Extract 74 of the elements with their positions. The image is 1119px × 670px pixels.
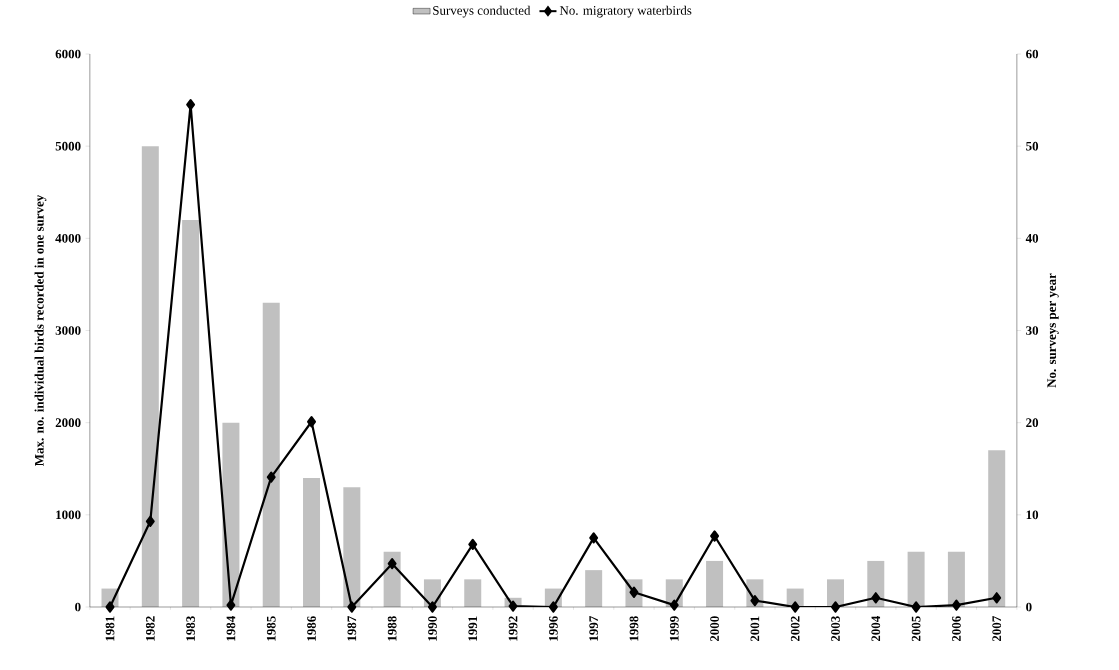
- point: [266, 471, 276, 483]
- x-tick-label: 1982: [145, 616, 155, 641]
- point: [145, 515, 155, 527]
- point: [508, 600, 518, 612]
- x-tick-label: 1988: [387, 616, 397, 641]
- point: [468, 538, 478, 550]
- y2-tick-label: 60: [1026, 49, 1039, 59]
- x-tick-label: 2002: [790, 616, 800, 642]
- y2-tick-label: 50: [1026, 141, 1039, 151]
- x-tick-label: 2006: [952, 616, 961, 642]
- y-tick-label: 2000: [55, 418, 81, 428]
- bar: [585, 570, 603, 607]
- y-tick-label: 4000: [55, 233, 81, 243]
- x-tick-label: 1990: [428, 616, 437, 641]
- x-tick-label: 2004: [871, 616, 881, 642]
- y2-axis-title: No. surveys per year: [1047, 273, 1059, 388]
- point: [951, 599, 961, 611]
- x-tick-label: 1999: [669, 616, 679, 641]
- bar: [988, 450, 1006, 607]
- point: [911, 601, 921, 613]
- bar: [303, 477, 321, 607]
- point: [831, 601, 840, 613]
- x-tick-label: 2007: [992, 616, 1002, 642]
- point: [548, 601, 558, 613]
- x-tick-label: 1981: [105, 616, 115, 641]
- point: [992, 592, 1002, 604]
- y-tick-label: 3000: [55, 326, 81, 335]
- bar: [262, 302, 280, 607]
- y-tick-label: 0: [75, 602, 81, 612]
- x-tick-label: 1997: [589, 616, 599, 641]
- bar: [826, 579, 844, 607]
- x-tick-label: 2001: [750, 616, 760, 642]
- y-tick-label: 5000: [55, 141, 81, 151]
- y-axis-title: Max. no. individual birds recorded in one survey: [34, 194, 47, 466]
- point: [387, 558, 397, 570]
- point: [347, 601, 357, 613]
- legend-label: Surveys conducted: [433, 5, 531, 18]
- x-tick-label: 1996: [549, 616, 558, 641]
- point: [710, 530, 720, 542]
- y2-tick-label: 30: [1026, 326, 1039, 335]
- bar: [706, 560, 724, 607]
- x-tick-label: 1998: [629, 616, 639, 641]
- bar: [464, 579, 482, 607]
- point: [669, 599, 679, 611]
- y2-tick-label: 20: [1026, 418, 1039, 428]
- x-tick-label: 1991: [468, 616, 478, 641]
- y-tick-label: 6000: [55, 49, 81, 59]
- x-tick-label: 2005: [911, 616, 921, 642]
- point: [790, 601, 800, 613]
- y2-tick-label: 10: [1026, 510, 1039, 520]
- x-tick-label: 1987: [347, 616, 357, 641]
- point: [307, 416, 316, 428]
- bar: [141, 146, 159, 607]
- bar: [907, 551, 925, 607]
- x-tick-label: 1986: [307, 616, 316, 641]
- point: [105, 601, 115, 613]
- bar: [343, 487, 361, 607]
- y2-tick-label: 0: [1026, 602, 1032, 612]
- point: [226, 599, 236, 611]
- point: [589, 532, 599, 544]
- bar: [182, 219, 200, 607]
- x-tick-label: 1992: [508, 616, 518, 641]
- y2-tick-label: 40: [1025, 233, 1039, 243]
- x-tick-label: 1983: [186, 616, 195, 641]
- legend-label: No. migratory waterbirds: [559, 5, 692, 18]
- point: [427, 601, 437, 613]
- x-tick-label: 2000: [710, 616, 719, 642]
- bar: [947, 551, 965, 607]
- x-tick-label: 1984: [226, 616, 236, 641]
- point: [871, 592, 881, 604]
- x-tick-label: 2003: [831, 616, 840, 642]
- y-tick-label: 1000: [56, 510, 81, 520]
- x-tick-label: 1985: [266, 616, 276, 641]
- point: [750, 594, 760, 607]
